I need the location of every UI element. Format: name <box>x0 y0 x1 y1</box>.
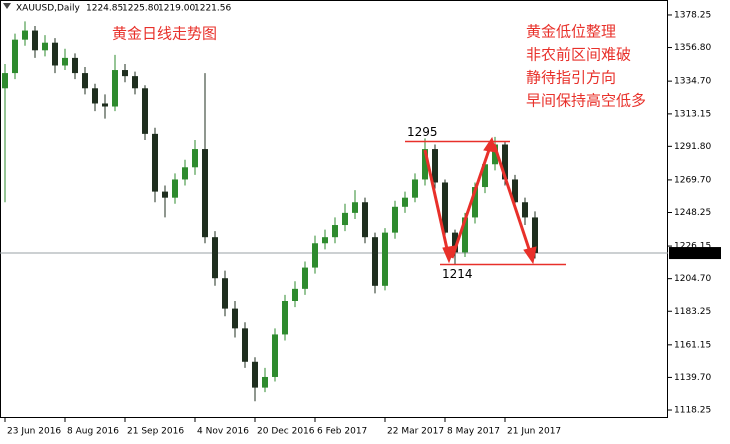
candle-body <box>22 30 28 40</box>
symbol: XAUUSD,Daily <box>16 4 80 14</box>
candle-body <box>92 88 98 104</box>
candle-body <box>512 179 518 203</box>
candle-body <box>2 73 8 89</box>
candle-body <box>162 191 168 198</box>
candle-body <box>172 179 178 198</box>
candle-body <box>392 206 398 233</box>
candle-body <box>62 57 68 66</box>
candle-body <box>102 103 108 107</box>
candle-body <box>202 149 208 238</box>
candle-body <box>432 149 438 183</box>
candle-body <box>262 376 268 388</box>
candle-body <box>242 328 248 362</box>
candle-body <box>482 164 488 188</box>
x-tick-label: 21 Jun 2017 <box>507 427 561 437</box>
x-tick-label: 8 Aug 2016 <box>67 427 119 437</box>
candle-body <box>412 179 418 198</box>
candle-body <box>122 70 128 77</box>
y-tick-label: 1356.80 <box>674 43 711 53</box>
candle-body <box>12 39 18 74</box>
candle-body <box>342 212 348 226</box>
note-line: 黄金低位整理 <box>526 23 616 41</box>
y-tick-label: 1139.70 <box>674 373 711 383</box>
x-tick-label: 21 Sep 2016 <box>127 427 184 437</box>
header-value: 1219.00 <box>158 4 195 14</box>
candle-body <box>132 76 138 89</box>
candle-body <box>522 202 528 218</box>
candle-body <box>252 361 258 388</box>
y-tick-label: 1313.15 <box>674 109 711 119</box>
candle-body <box>32 30 38 51</box>
candle-body <box>182 167 188 180</box>
last-price-label: 1221.56 <box>673 249 710 259</box>
candle-body <box>402 197 408 207</box>
candle-body <box>312 243 318 268</box>
candle-body <box>42 42 48 51</box>
candle-body <box>502 144 508 180</box>
candle-body <box>462 217 468 253</box>
note-line: 静待指引方向 <box>526 69 616 87</box>
candle-body <box>302 267 308 289</box>
x-tick-label: 8 May 2017 <box>447 427 500 437</box>
candle-body <box>362 202 368 238</box>
last-price-box <box>669 247 721 260</box>
candle-body <box>492 144 498 165</box>
level-label: 1295 <box>407 125 438 139</box>
candle-body <box>222 278 228 309</box>
header-value: 1225.80 <box>122 4 159 14</box>
candle-body <box>72 57 78 74</box>
candle-body <box>112 70 118 107</box>
x-tick-label: 6 Feb 2017 <box>317 427 367 437</box>
symbol-icon <box>3 3 11 9</box>
candle-body <box>82 73 88 89</box>
y-tick-label: 1248.25 <box>674 208 711 218</box>
candle-body <box>382 232 388 286</box>
candle-body <box>212 237 218 279</box>
candle-body <box>472 187 478 218</box>
note-line: 非农前区间难破 <box>526 46 631 64</box>
plot-frame <box>0 0 668 418</box>
note-line: 早间保持高空低多 <box>526 92 646 110</box>
y-tick-label: 1334.70 <box>674 77 711 87</box>
level-label: 1214 <box>442 267 473 281</box>
candle-body <box>192 149 198 168</box>
candle-body <box>352 202 358 213</box>
x-tick-label: 23 Jun 2016 <box>7 427 61 437</box>
y-tick-label: 1226.15 <box>674 242 711 252</box>
candle-body <box>532 217 538 254</box>
header-value: 1224.85 <box>86 4 123 14</box>
y-tick-label: 1161.15 <box>674 340 711 350</box>
candle-body <box>322 237 328 244</box>
candle-body <box>372 237 378 286</box>
y-tick-label: 1291.80 <box>674 142 711 152</box>
x-tick-label: 20 Dec 2016 <box>257 427 315 437</box>
y-tick-label: 1183.25 <box>674 307 711 317</box>
candle-body <box>52 42 58 66</box>
y-tick-label: 1204.70 <box>674 274 711 284</box>
candle-body <box>452 232 458 253</box>
candle-body <box>142 88 148 134</box>
candle-body <box>422 149 428 180</box>
y-tick-label: 1269.70 <box>674 175 711 185</box>
zigzag-arrows <box>423 136 537 265</box>
candle-body <box>292 288 298 302</box>
y-tick-label: 1118.25 <box>674 406 711 416</box>
candle-body <box>232 308 238 329</box>
candle-body <box>272 334 278 377</box>
x-tick-label: 22 Mar 2017 <box>387 427 444 437</box>
x-tick-label: 4 Nov 2016 <box>197 427 249 437</box>
candle-body <box>332 225 338 238</box>
y-tick-label: 1378.25 <box>674 10 711 20</box>
header-value: 1221.56 <box>194 4 231 14</box>
candle-body <box>282 301 288 335</box>
candle-body <box>152 133 158 192</box>
chart-title: 黄金日线走势图 <box>112 25 217 43</box>
candle-body <box>442 182 448 233</box>
